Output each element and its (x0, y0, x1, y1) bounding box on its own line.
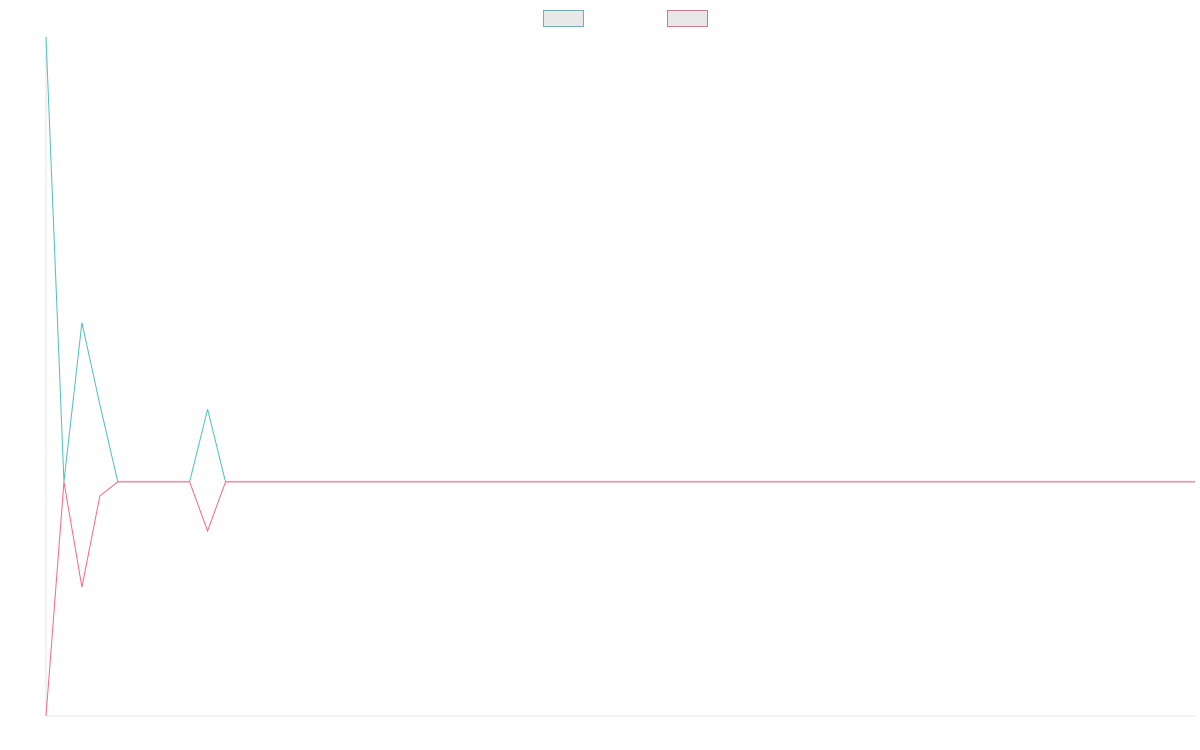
legend (543, 10, 708, 27)
series-group (45, 36, 1195, 717)
legend-swatch-1[interactable] (543, 10, 584, 27)
legend-swatch-2[interactable] (667, 10, 708, 27)
series-line-2 (45, 481, 1195, 717)
axes (45, 37, 1195, 717)
series-line-1 (45, 36, 1195, 483)
